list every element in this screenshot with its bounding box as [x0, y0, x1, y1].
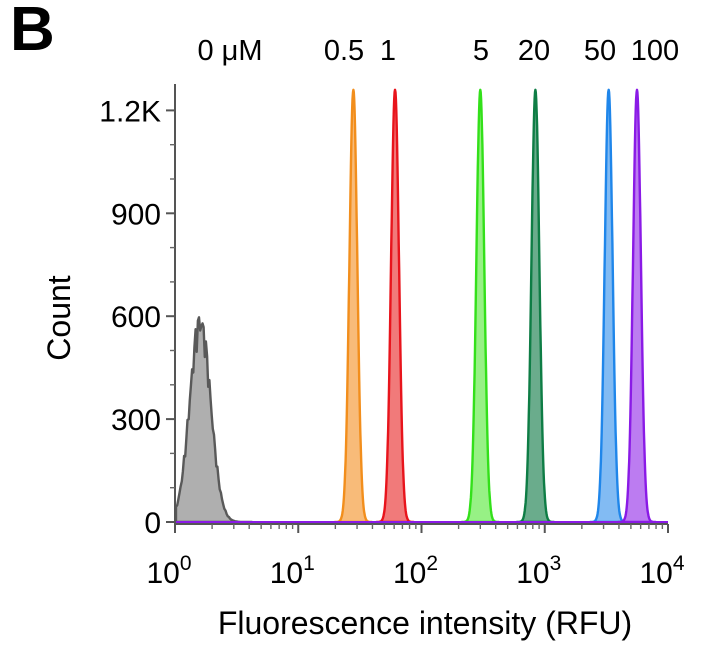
- series-0-5-histogram: [333, 88, 373, 524]
- dose-label-0-5: 0.5: [324, 35, 364, 67]
- axes-layer: [166, 84, 669, 533]
- x-tick-label: 103: [516, 552, 561, 590]
- dose-labels: 0 μM 0.5 1 5 20 50 100: [197, 35, 679, 67]
- series-20-histogram: [515, 88, 556, 524]
- plot-area: [166, 84, 669, 533]
- y-tick-label: 900: [111, 198, 161, 231]
- y-tick-label: 300: [111, 404, 161, 437]
- dose-label-100: 100: [631, 35, 679, 67]
- y-axis-title: Count: [41, 275, 77, 361]
- x-tick-label: 102: [393, 552, 438, 590]
- y-tick-label: 0: [144, 507, 161, 540]
- dose-label-50: 50: [584, 35, 616, 67]
- series-100-histogram: [617, 88, 657, 524]
- tick-labels: 0 300 600 900 1.2K 100 101 102 103 104: [99, 95, 685, 590]
- x-tick-label: 104: [639, 552, 684, 590]
- series-50-histogram: [589, 88, 629, 524]
- x-tick-label: 100: [146, 552, 191, 590]
- x-axis-title: Fluorescence intensity (RFU): [218, 605, 632, 641]
- x-tick-label: 101: [270, 552, 315, 590]
- series-5-histogram: [460, 88, 500, 524]
- panel-label: B: [10, 0, 55, 64]
- series-1-histogram: [375, 88, 415, 524]
- y-tick-label: 600: [111, 301, 161, 334]
- dose-label-5: 5: [473, 35, 489, 67]
- y-tick-label: 1.2K: [99, 95, 161, 128]
- series-0-m-histogram: [174, 316, 254, 524]
- dose-label-0-m: 0 μM: [197, 35, 262, 67]
- dose-label-20: 20: [518, 35, 550, 67]
- series-layer: [174, 88, 668, 524]
- dose-label-1: 1: [380, 35, 396, 67]
